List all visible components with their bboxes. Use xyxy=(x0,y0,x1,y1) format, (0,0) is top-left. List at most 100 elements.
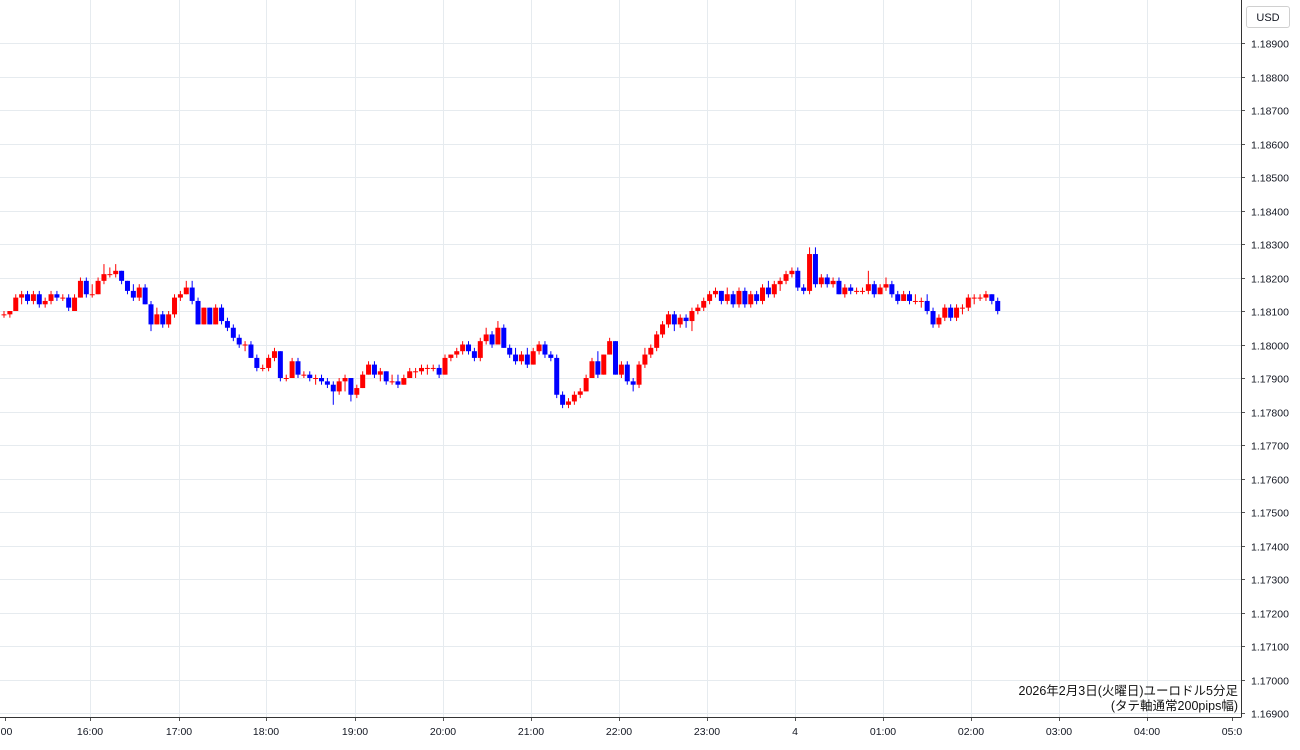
candle xyxy=(895,290,901,305)
candle-body xyxy=(242,344,248,346)
candle xyxy=(818,274,824,288)
x-tick-label: 16:00 xyxy=(77,726,103,738)
chart-title: 2026年2月3日(火曜日)ユーロドル5分足 xyxy=(1018,684,1239,698)
candle xyxy=(665,311,671,328)
candle xyxy=(436,364,442,378)
candle xyxy=(977,294,983,301)
candle-body xyxy=(236,337,242,345)
candle xyxy=(901,290,907,301)
candle-body xyxy=(13,297,19,311)
y-tick-label: 1.17900 xyxy=(1251,374,1289,386)
candle xyxy=(707,290,713,305)
candle xyxy=(742,287,748,308)
candle xyxy=(166,311,172,328)
candle-body xyxy=(25,294,31,301)
candle-body xyxy=(836,280,842,295)
candle xyxy=(954,304,960,322)
candle xyxy=(589,357,595,378)
candle xyxy=(824,274,830,288)
candle xyxy=(671,311,677,332)
candle-body xyxy=(977,297,983,299)
candle xyxy=(607,337,613,355)
candle-body xyxy=(189,287,195,301)
candle-body xyxy=(77,280,83,298)
candle-body xyxy=(289,361,295,378)
candle xyxy=(60,294,66,301)
candle xyxy=(712,287,718,298)
candle-body xyxy=(113,270,119,275)
candle xyxy=(795,267,801,291)
candle-body xyxy=(319,378,325,382)
candle xyxy=(89,284,95,298)
candle xyxy=(113,264,119,278)
candle xyxy=(183,280,189,295)
candle-body xyxy=(142,287,148,305)
candle xyxy=(648,344,654,358)
candle xyxy=(865,270,871,295)
candle xyxy=(942,304,948,322)
candle-body xyxy=(307,374,313,378)
candle-body xyxy=(489,334,495,345)
candle xyxy=(830,277,836,288)
candle-body xyxy=(371,364,377,375)
candle-body xyxy=(448,354,454,358)
candle-body xyxy=(266,357,272,368)
candle-body xyxy=(54,294,60,298)
candle xyxy=(248,341,254,358)
candle-body xyxy=(995,300,1001,311)
candle-body xyxy=(942,307,948,318)
candle xyxy=(460,341,466,355)
candle-body xyxy=(818,277,824,285)
candle xyxy=(154,307,160,325)
candle xyxy=(289,357,295,378)
y-tick-label: 1.18000 xyxy=(1251,341,1289,353)
candle xyxy=(730,290,736,308)
candle xyxy=(859,287,865,295)
candle-body xyxy=(172,297,178,315)
y-tick-label: 1.18500 xyxy=(1251,173,1289,185)
candle xyxy=(760,284,766,305)
candle-body xyxy=(560,394,566,405)
candle xyxy=(124,280,130,295)
candle xyxy=(454,347,460,358)
grid xyxy=(0,0,1241,717)
candle-body xyxy=(360,374,366,389)
candle-body xyxy=(736,290,742,305)
candle-body xyxy=(36,294,42,305)
candle-body xyxy=(648,347,654,355)
currency-button[interactable]: USD xyxy=(1246,6,1290,28)
candle xyxy=(854,287,860,295)
candle-body xyxy=(754,294,760,301)
candle xyxy=(395,374,401,389)
candle xyxy=(836,277,842,295)
y-tick-label: 1.17600 xyxy=(1251,475,1289,487)
candle-body xyxy=(60,297,66,299)
candle-body xyxy=(748,294,754,305)
candle-body xyxy=(177,294,183,298)
candle xyxy=(224,317,230,332)
candle-body xyxy=(336,381,342,392)
y-tick-label: 1.17300 xyxy=(1251,575,1289,587)
candle-body xyxy=(513,354,519,362)
candle xyxy=(848,284,854,295)
candle xyxy=(624,361,630,385)
candle-body xyxy=(248,344,254,358)
candle-body xyxy=(313,378,319,379)
candle-body xyxy=(642,354,648,365)
candle-body xyxy=(789,270,795,275)
candle-body xyxy=(542,344,548,355)
x-tick-label: 22:00 xyxy=(606,726,632,738)
candle-body xyxy=(330,384,336,392)
candle-body xyxy=(883,284,889,288)
candle xyxy=(424,364,430,375)
candle-body xyxy=(701,300,707,308)
candle xyxy=(807,247,813,295)
chart-caption: 2026年2月3日(火曜日)ユーロドル5分足 (タテ軸通常200pips幅) xyxy=(1019,684,1239,714)
candle-body xyxy=(401,378,407,385)
candle-body xyxy=(683,317,689,322)
candle-body xyxy=(424,367,430,369)
candle-body xyxy=(554,357,560,395)
candle-body xyxy=(607,341,613,355)
